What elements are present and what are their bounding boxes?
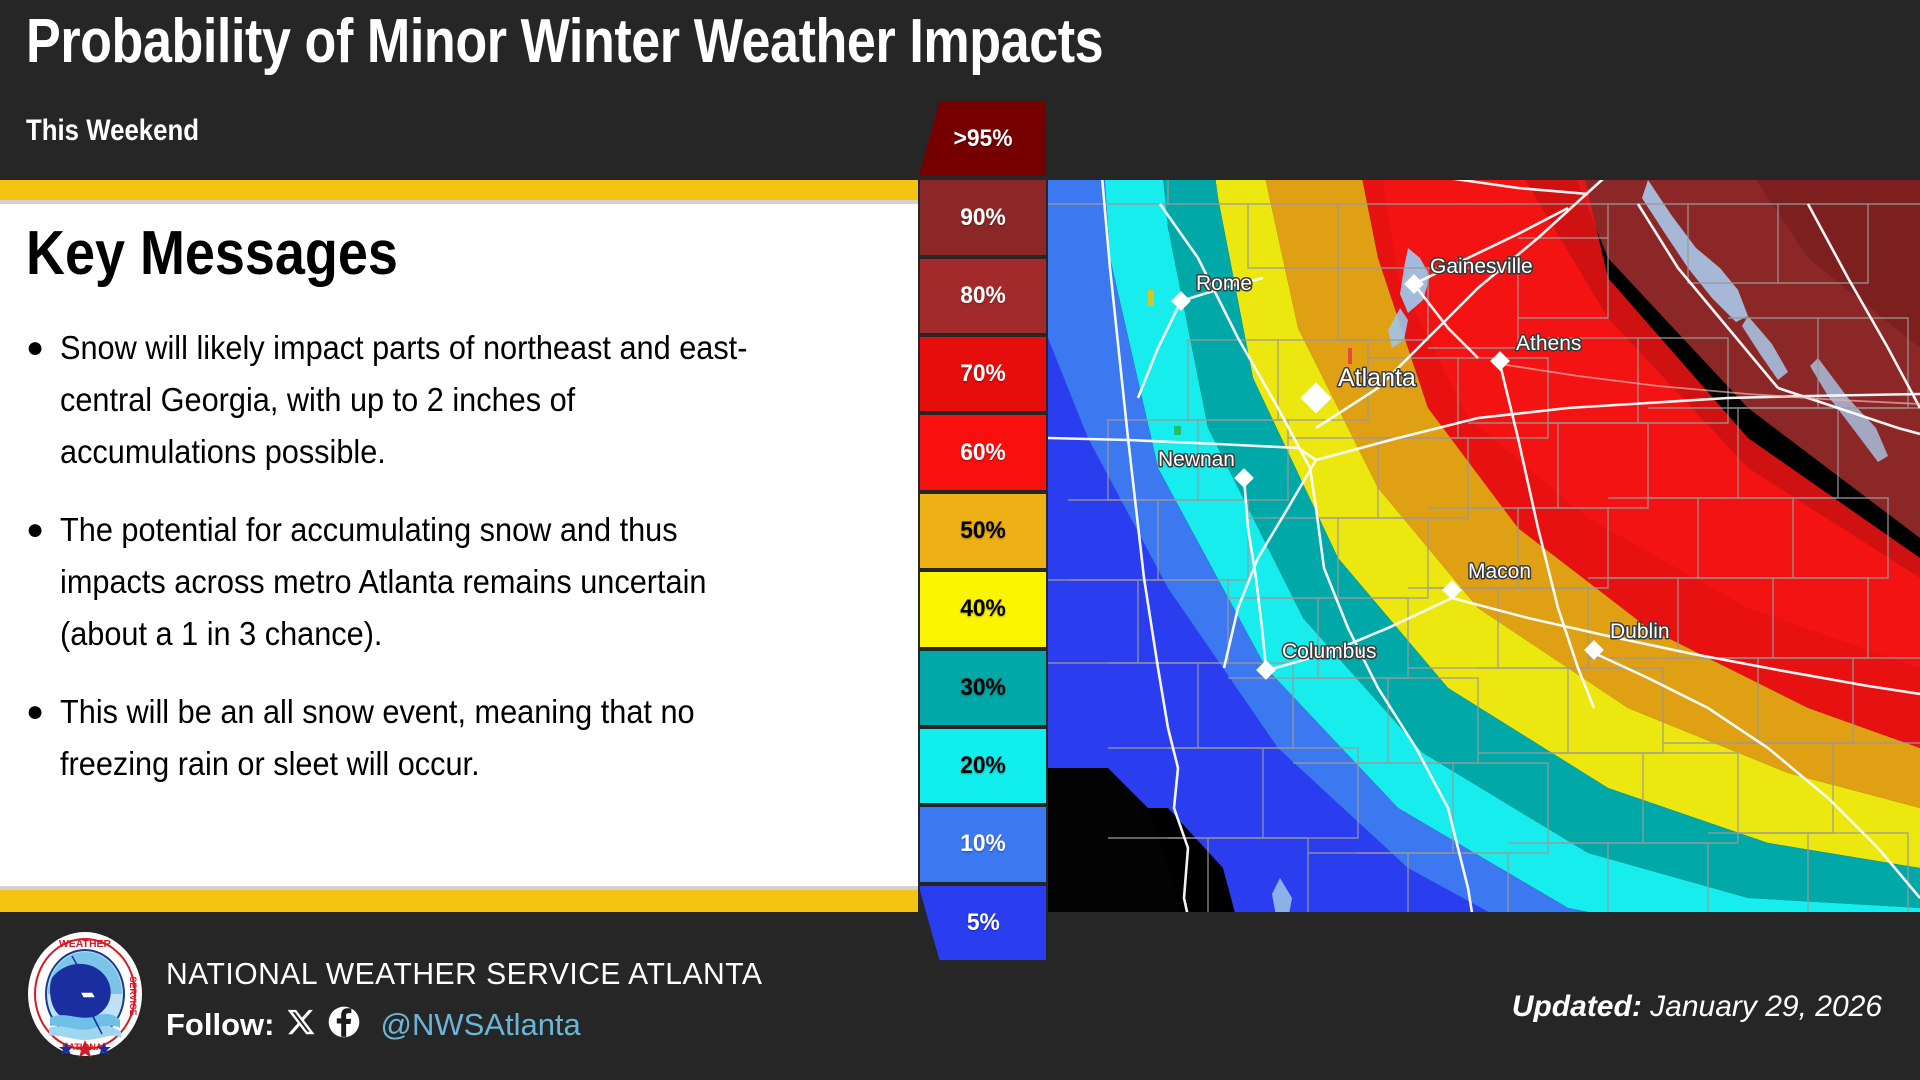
legend-cell: 30% xyxy=(918,648,1048,727)
accent-bar-top xyxy=(0,178,920,204)
list-item: ● The potential for accumulating snow an… xyxy=(26,504,906,660)
map-svg: Blairsville Gainesville Rome Athens Atla… xyxy=(1048,108,1920,962)
legend-cell-label: 60% xyxy=(960,438,1006,466)
legend-cell: 60% xyxy=(918,413,1048,492)
city-label: Macon xyxy=(1468,560,1531,583)
list-item-text: This will be an all snow event, meaning … xyxy=(60,693,695,782)
legend-cell-label: 40% xyxy=(960,595,1006,623)
probability-legend: >95% 90% 80% 70% 60% 50% 40% 30% 20% 10% 5% xyxy=(918,100,1048,962)
key-messages-panel: Key Messages ● Snow will likely impact p… xyxy=(0,200,920,890)
city-label: Columbus xyxy=(1282,640,1377,663)
city-label: Gainesville xyxy=(1430,255,1533,278)
legend-cell: 5% xyxy=(918,883,1048,962)
legend-cell: 20% xyxy=(918,726,1048,806)
city-marker xyxy=(1404,274,1424,294)
svg-text:SERVICE: SERVICE xyxy=(128,976,138,1015)
city-marker xyxy=(1490,351,1510,371)
legend-cell: 70% xyxy=(918,335,1048,414)
updated-value: January 29, 2026 xyxy=(1650,990,1882,1023)
key-messages-title: Key Messages xyxy=(26,219,398,288)
svg-text:WEATHER: WEATHER xyxy=(59,938,112,950)
follow-label: Follow: xyxy=(166,1006,275,1042)
city-label: Atlanta xyxy=(1338,364,1416,392)
city-marker xyxy=(1171,291,1191,311)
list-item-text: The potential for accumulating snow and … xyxy=(60,511,707,652)
updated-timestamp: Updated: January 29, 2026 xyxy=(1512,990,1882,1024)
city-label: Dublin xyxy=(1610,620,1670,643)
nws-logo-icon: WEATHER NATIONAL SERVICE xyxy=(26,930,144,1058)
legend-cell-label: 50% xyxy=(960,516,1006,544)
legend-cell-label: 80% xyxy=(960,281,1006,309)
x-twitter-icon[interactable] xyxy=(286,1007,316,1042)
accent-bar-bottom xyxy=(0,886,920,912)
city-marker xyxy=(1256,660,1276,680)
follow-row: Follow: @NWSAtlanta xyxy=(166,1006,581,1043)
bullet-marker-icon: ● xyxy=(26,695,45,728)
updated-label: Updated: xyxy=(1511,990,1642,1023)
legend-cell-label: 5% xyxy=(966,908,1000,936)
list-item: ● Snow will likely impact parts of north… xyxy=(26,322,906,478)
bullet-marker-icon: ● xyxy=(26,331,45,364)
probability-map[interactable]: Blairsville Gainesville Rome Athens Atla… xyxy=(1048,108,1920,962)
city-marker xyxy=(1300,382,1332,414)
city-label: Newnan xyxy=(1158,448,1235,471)
page-title: Probability of Minor Winter Weather Impa… xyxy=(26,7,1104,76)
legend-cell: 40% xyxy=(918,570,1048,649)
bullet-marker-icon: ● xyxy=(26,513,45,546)
list-item-text: Snow will likely impact parts of northea… xyxy=(60,329,748,470)
footer: WEATHER NATIONAL SERVICE NATIONAL WEATHE… xyxy=(0,912,1920,1080)
legend-cell-label: 70% xyxy=(960,360,1006,388)
legend-cell-label: 20% xyxy=(960,752,1006,780)
legend-cell-label: 30% xyxy=(960,673,1006,701)
city-label: Rome xyxy=(1196,272,1252,295)
legend-cell-label: >95% xyxy=(953,125,1013,153)
legend-cell: 50% xyxy=(918,491,1048,571)
city-marker xyxy=(1584,640,1604,660)
legend-cell: 80% xyxy=(918,256,1048,336)
social-handle[interactable]: @NWSAtlanta xyxy=(380,1006,581,1042)
facebook-icon[interactable] xyxy=(328,1006,360,1043)
list-item: ● This will be an all snow event, meanin… xyxy=(26,686,906,790)
city-marker xyxy=(1442,580,1462,600)
legend-cell-label: 10% xyxy=(960,830,1006,858)
city-marker xyxy=(1234,468,1254,488)
city-labels: Blairsville Gainesville Rome Athens Atla… xyxy=(1156,139,1671,665)
organization-name: NATIONAL WEATHER SERVICE ATLANTA xyxy=(166,956,763,991)
legend-cell-label: 90% xyxy=(960,203,1006,231)
legend-cell: 90% xyxy=(918,178,1048,257)
page-subtitle: This Weekend xyxy=(26,114,200,147)
legend-cell: 10% xyxy=(918,805,1048,884)
key-messages-list: ● Snow will likely impact parts of north… xyxy=(26,322,906,816)
legend-cell: >95% xyxy=(918,100,1048,179)
city-label: Athens xyxy=(1516,332,1581,355)
